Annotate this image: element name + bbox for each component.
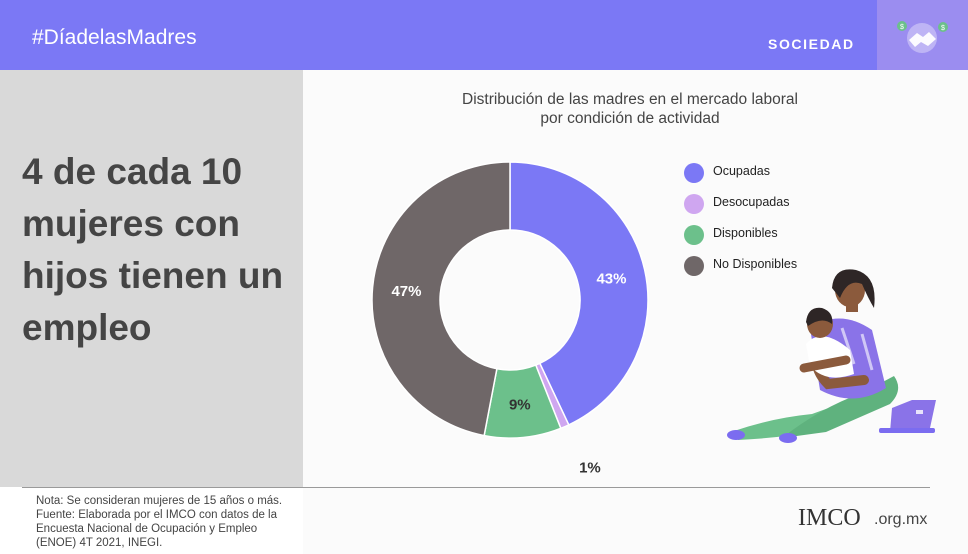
chart-title: Distribución de las madres en el mercado… [420,90,840,128]
donut-label-no-disponibles: 47% [391,283,421,300]
legend-label: No Disponibles [713,257,798,271]
legend-swatch [684,163,704,183]
legend-swatch [684,256,704,276]
handshake-money-icon: $ $ [897,21,948,53]
donut-slice-ocupadas [509,161,649,426]
footer-divider [22,487,930,488]
note-line-3: Encuesta Nacional de Ocupación y Empleo [36,523,258,535]
mother-baby-illustration [727,269,936,443]
legend-label: Ocupadas [713,164,770,178]
imco-logo: IMCO .org.mx [798,503,948,539]
header-bar: #DíadelasMadres SOCIEDAD $ $ [0,0,968,70]
legend-label: Disponibles [713,226,778,240]
section-badge: $ $ [877,0,968,70]
note-line-1: Nota: Se consideran mujeres de 15 años o… [36,495,283,507]
donut-slice-no-disponibles [371,161,511,437]
left-panel [0,70,303,487]
donut-label-ocupadas: 43% [596,270,626,287]
section-label: SOCIEDAD [768,36,855,52]
hashtag-title: #DíadelasMadres [32,26,197,49]
donut-label-desocupadas: 1% [579,459,601,476]
legend-label: Desocupadas [713,195,790,209]
legend-swatch [684,194,704,214]
note-line-2: Fuente: Elaborada por el IMCO con datos … [36,509,278,521]
note-line-4: (ENOE) 4T 2021, INEGI. [36,537,163,549]
svg-text:$: $ [941,25,945,32]
logo-suffix: .org.mx [874,511,928,528]
logo-main: IMCO [798,505,861,531]
svg-text:$: $ [900,24,904,31]
headline: 4 de cada 10 mujeres con hijos tienen un… [22,151,284,348]
legend-swatch [684,225,704,245]
chart-title-line-2: por condición de actividad [540,110,720,127]
chart-title-line-1: Distribución de las madres en el mercado… [462,91,798,108]
donut-label-disponibles: 9% [509,397,531,414]
source-note: Nota: Se consideran mujeres de 15 años o… [36,494,306,550]
